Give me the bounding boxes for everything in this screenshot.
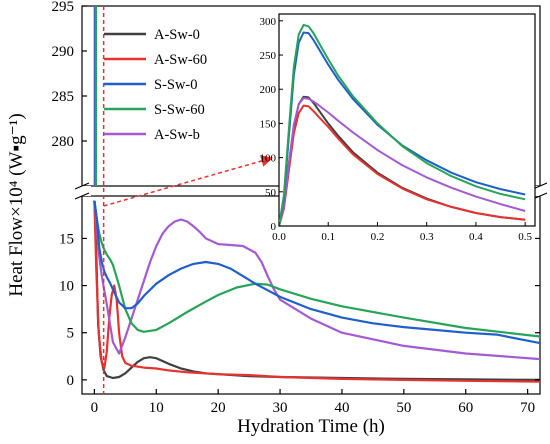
x-axis-title: Hydration Time (h): [237, 416, 385, 437]
inset-x-tick-label: 0.2: [371, 231, 385, 243]
inset-x-tick-label: 0.1: [321, 231, 335, 243]
x-tick-label: 60: [458, 400, 473, 416]
inset-y-tick-label: 300: [260, 16, 277, 28]
inset-y-tick-label: 50: [265, 187, 277, 199]
inset-y-tick-label: 150: [260, 118, 277, 130]
x-tick-label: 0: [91, 400, 99, 416]
series-line-s-sw-0: [93, 200, 540, 345]
inset-series-line-a-sw-60: [279, 104, 526, 226]
legend-label-s-sw-0: S-Sw-0: [154, 77, 198, 93]
zoom-arrow: [103, 155, 274, 207]
legend-label-a-sw-60: A-Sw-60: [154, 52, 207, 68]
y-tick-label: 5: [67, 326, 75, 342]
legend-label-a-sw-0: A-Sw-0: [154, 27, 200, 43]
inset-series-group: [279, 23, 526, 226]
x-tick-label: 10: [149, 400, 164, 416]
y-upper-tick-label: 295: [52, 0, 75, 15]
inset-x-tick-label: 0.5: [518, 231, 532, 243]
upper-series-group: [93, 6, 98, 186]
series-line-a-sw-b: [93, 200, 540, 361]
inset-x-tick-label: 0.3: [420, 231, 434, 243]
y-upper-tick-label: 285: [52, 89, 75, 105]
series-line-a-sw-60: [93, 200, 540, 383]
inset-y-tick-label: 0: [271, 221, 277, 233]
y-tick-label: 10: [59, 279, 74, 295]
x-tick-label: 50: [396, 400, 411, 416]
inset-series-line-a-sw-b: [279, 97, 526, 226]
chart-legend: A-Sw-0 A-Sw-60 S-Sw-0 S-Sw-60 A-Sw-b: [104, 27, 207, 143]
lower-series-group: [93, 200, 540, 383]
y-tick-label: 15: [59, 231, 74, 247]
y-upper-tick-label: 280: [52, 134, 75, 150]
inset-axis-ticks: 0.0 0.1 0.2 0.3 0.4 0.5 0 50 100 150 200 250 300: [260, 16, 533, 243]
x-tick-label: 70: [520, 400, 535, 416]
inset-x-tick-label: 0.0: [272, 231, 286, 243]
upper-axis-ticks: 280 285 290 295: [52, 0, 87, 150]
inset-y-tick-label: 100: [260, 153, 277, 165]
y-axis-title: Heat Flow×10⁴ (W▪g⁻¹): [6, 113, 27, 296]
axis-break-left: [73, 182, 91, 200]
x-tick-label: 40: [334, 400, 349, 416]
y-tick-label: 0: [67, 373, 75, 389]
legend-label-a-sw-b: A-Sw-b: [154, 127, 200, 143]
inset-y-tick-label: 250: [260, 50, 277, 62]
legend-label-s-sw-60: S-Sw-60: [154, 102, 205, 118]
x-tick-label: 20: [211, 400, 226, 416]
inset-series-line-s-sw-60: [279, 23, 526, 226]
lower-axis-ticks: 0 10 20 30 40 50 60 70 0 5 10 15: [59, 231, 540, 416]
series-line-s-sw-60: [93, 200, 540, 338]
x-tick-label: 30: [273, 400, 288, 416]
y-upper-tick-label: 290: [52, 44, 75, 60]
inset-x-tick-label: 0.4: [469, 231, 483, 243]
inset-y-tick-label: 200: [260, 84, 277, 96]
